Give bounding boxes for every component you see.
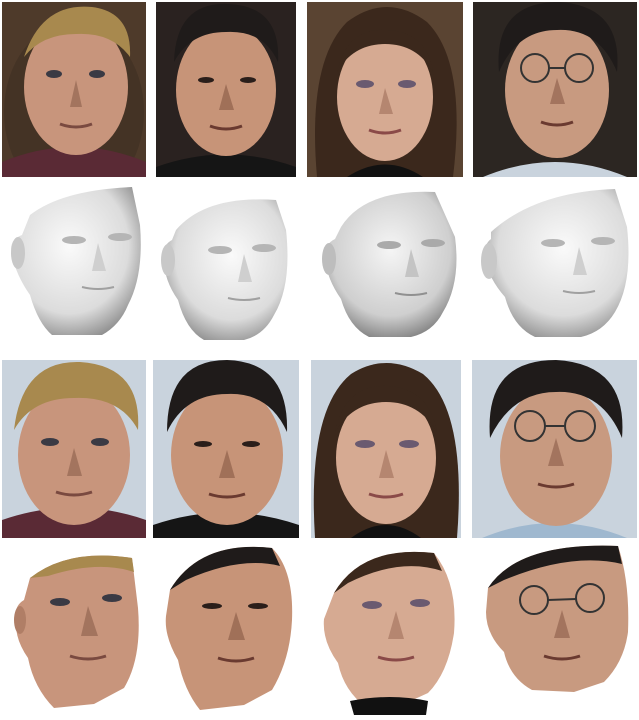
textured-3d-person-3: [316, 543, 462, 718]
3d-shape-person-3: [315, 187, 465, 347]
photo-person-1-row3: [2, 360, 146, 538]
photo-person-4-row3: [472, 360, 637, 538]
3d-shape-person-1: [2, 185, 150, 345]
photo-person-3-row3: [311, 360, 461, 538]
photo-person-1-row1: [2, 2, 146, 177]
3d-shape-person-2: [156, 190, 296, 348]
textured-3d-person-1: [8, 548, 148, 713]
textured-3d-person-2: [160, 540, 298, 715]
photo-person-4-row1: [473, 2, 637, 177]
3d-shape-person-4: [475, 187, 637, 347]
textured-3d-person-4: [478, 542, 636, 702]
photo-person-3-row1: [307, 2, 463, 177]
photo-person-2-row1: [156, 2, 296, 177]
photo-person-2-row3: [153, 360, 299, 538]
